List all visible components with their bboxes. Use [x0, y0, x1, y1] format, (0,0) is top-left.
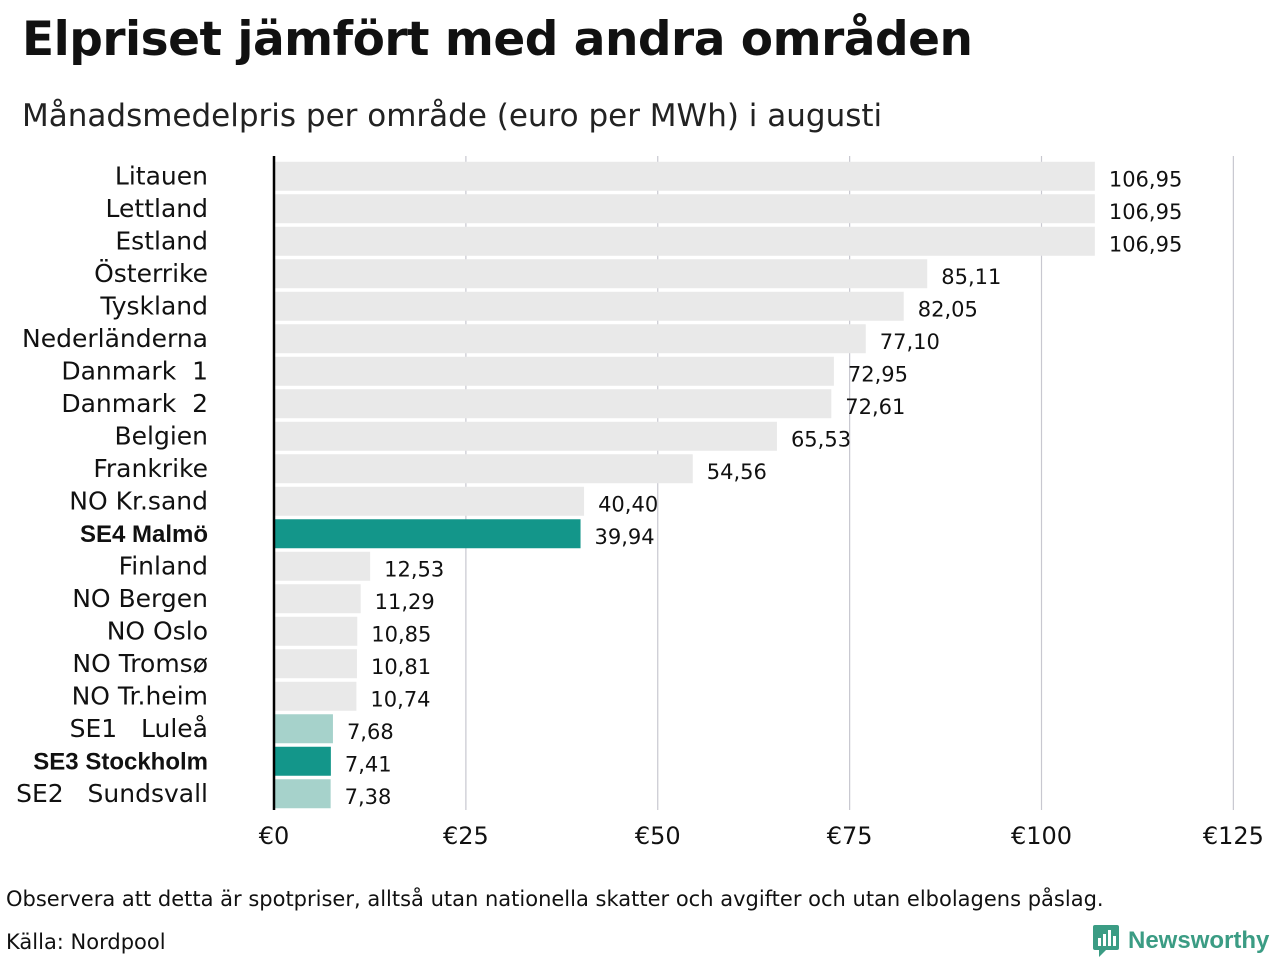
value-label: 7,68 — [347, 720, 394, 744]
x-tick-label: €50 — [635, 822, 681, 850]
value-label: 72,61 — [845, 395, 905, 419]
category-label: Danmark 2 — [61, 389, 208, 418]
value-label: 39,94 — [595, 525, 655, 549]
category-label: SE2 Sundsvall — [16, 779, 208, 808]
category-labels: Litauen Lettland Estland Österrike Tyskland N… — [16, 161, 208, 808]
category-label: Danmark 1 — [61, 356, 208, 385]
bar-finland — [274, 551, 371, 581]
bar-se3-stockholm — [274, 746, 331, 776]
value-label: 65,53 — [791, 427, 851, 451]
value-label: 11,29 — [375, 590, 435, 614]
bar-österrike — [274, 259, 928, 289]
x-axis-ticks: €0 €25 €50 €75 €100 €125 — [259, 822, 1264, 850]
x-tick-label: €25 — [443, 822, 489, 850]
category-label: SE3 Stockholm — [33, 748, 208, 775]
value-label: 40,40 — [598, 492, 658, 516]
bar-chart: Litauen Lettland Estland Österrike Tyskland N… — [16, 156, 1264, 850]
chart-subtitle: Månadsmedelpris per område (euro per MWh… — [22, 98, 883, 134]
bar-no-bergen — [274, 584, 361, 614]
category-label: NO Tr.heim — [72, 681, 208, 710]
bar-danmark-1 — [274, 356, 834, 386]
chart-title: Elpriset jämfört med andra områden — [22, 12, 973, 67]
bar-danmark-2 — [274, 389, 832, 419]
bars — [274, 161, 1095, 809]
value-label: 10,81 — [371, 655, 431, 679]
category-label: Österrike — [94, 259, 208, 288]
category-label: Estland — [115, 226, 208, 255]
category-label: NO Oslo — [107, 616, 208, 645]
bar-se2-sundsvall — [274, 779, 331, 809]
brand-logo: Newsworthy — [1092, 924, 1269, 958]
value-label: 72,95 — [848, 362, 908, 386]
category-label: NO Tromsø — [72, 649, 208, 678]
category-label: SE1 Luleå — [70, 714, 208, 743]
category-label: Frankrike — [93, 454, 208, 483]
source-note: Källa: Nordpool — [6, 930, 166, 954]
bar-se4-malmö — [274, 519, 581, 549]
value-label: 82,05 — [918, 297, 978, 321]
category-label: Finland — [119, 551, 208, 580]
footnote: Observera att detta är spotpriser, allts… — [6, 887, 1104, 911]
category-label: NO Kr.sand — [69, 486, 208, 515]
value-label: 7,41 — [345, 752, 392, 776]
value-label: 106,95 — [1109, 232, 1182, 256]
category-label: Tyskland — [99, 291, 208, 320]
x-tick-label: €0 — [259, 822, 290, 850]
category-label: Lettland — [106, 194, 208, 223]
bar-nederländerna — [274, 324, 866, 354]
bar-belgien — [274, 421, 777, 451]
bar-litauen — [274, 161, 1095, 191]
category-label: Nederländerna — [22, 324, 208, 353]
x-tick-label: €75 — [827, 822, 873, 850]
category-label: Litauen — [115, 161, 208, 190]
x-tick-label: €125 — [1203, 822, 1264, 850]
bar-no-oslo — [274, 616, 358, 646]
category-label: NO Bergen — [72, 584, 208, 613]
value-label: 77,10 — [880, 330, 940, 354]
bar-estland — [274, 226, 1095, 256]
value-label: 7,38 — [345, 785, 392, 809]
bar-no-tr-heim — [274, 681, 357, 711]
category-label: SE4 Malmö — [80, 521, 208, 548]
brand-name: Newsworthy — [1128, 927, 1270, 954]
value-label: 10,85 — [371, 622, 431, 646]
newsworthy-logo-icon — [1093, 925, 1119, 957]
bar-lettland — [274, 194, 1095, 224]
category-label: Belgien — [114, 421, 208, 450]
value-label: 106,95 — [1109, 167, 1182, 191]
value-label: 12,53 — [384, 557, 444, 581]
bar-no-kr-sand — [274, 486, 585, 516]
value-label: 10,74 — [370, 687, 430, 711]
bar-no-tromsø — [274, 649, 357, 679]
bar-se1-luleå — [274, 714, 333, 744]
bar-frankrike — [274, 454, 693, 484]
value-label: 106,95 — [1109, 200, 1182, 224]
bar-tyskland — [274, 291, 904, 321]
value-labels: 106,95 106,95 106,95 85,11 82,05 77,10 72,95 72… — [345, 167, 1183, 809]
x-tick-label: €100 — [1011, 822, 1072, 850]
value-label: 85,11 — [941, 265, 1001, 289]
value-label: 54,56 — [707, 460, 767, 484]
